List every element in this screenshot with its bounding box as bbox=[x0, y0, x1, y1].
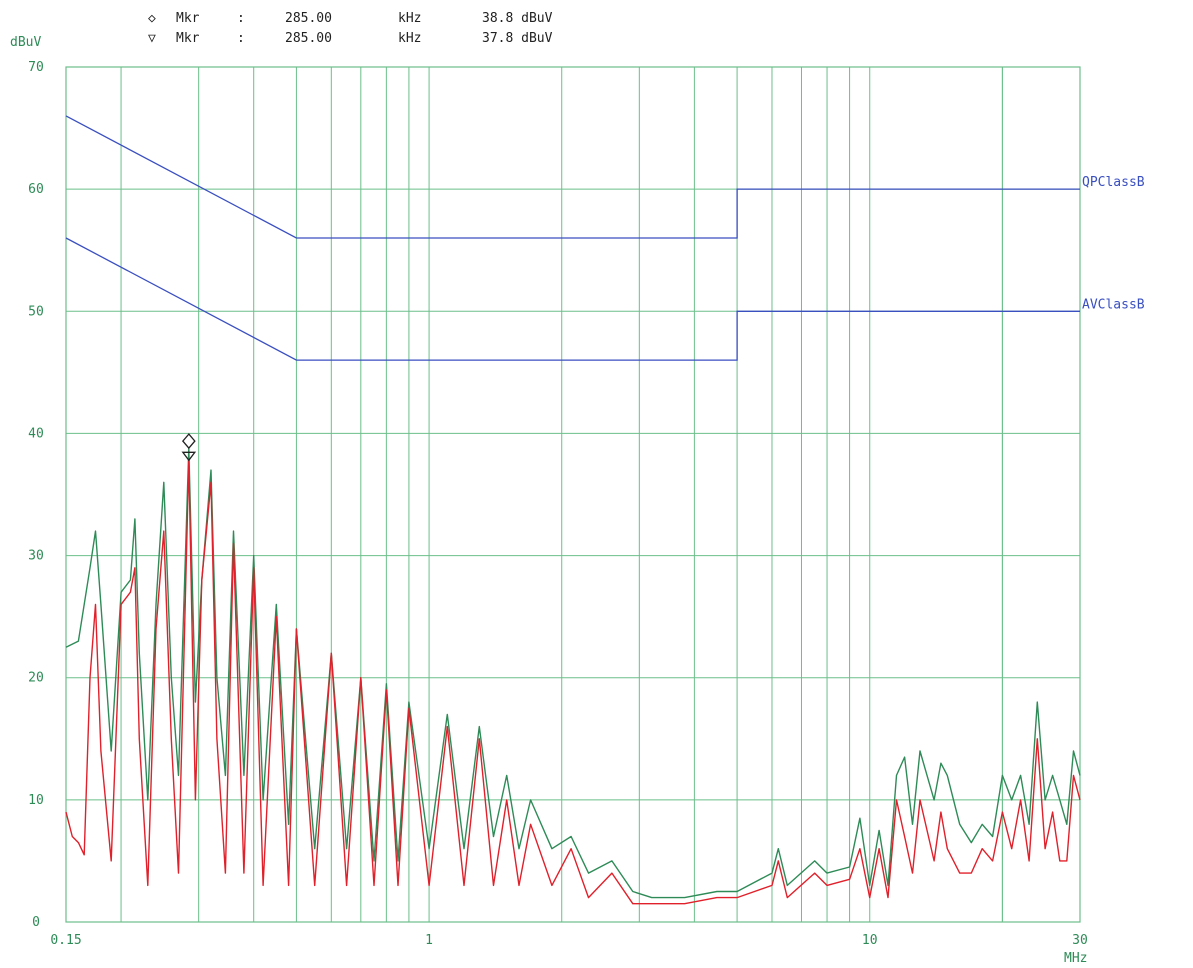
x-tick-label: 0.15 bbox=[50, 933, 81, 948]
marker-2-label: Mkr bbox=[176, 31, 200, 46]
limit-label-QPClassB: QPClassB bbox=[1082, 175, 1145, 190]
marker-1-symbol: ◇ bbox=[148, 11, 156, 26]
limit-line-AVClassB bbox=[65, 237, 1080, 361]
y-tick-label: 30 bbox=[28, 549, 44, 564]
y-tick-label: 10 bbox=[28, 793, 44, 808]
x-tick-label: 1 bbox=[425, 933, 433, 948]
marker-2-freq: 285.00 bbox=[285, 31, 332, 46]
trace-qp bbox=[65, 447, 1081, 899]
marker-diamond-icon bbox=[181, 433, 196, 450]
grid bbox=[65, 66, 1081, 923]
marker-readout: ◇ Mkr : 285.00 kHz 38.8 dBuV ▽ Mkr : 285… bbox=[148, 11, 553, 46]
y-tick-label: 40 bbox=[28, 426, 44, 441]
trace-markers bbox=[181, 433, 197, 462]
axis-ticks: 0 10 20 30 40 50 60 70 0.15 1 10 30 bbox=[28, 60, 1088, 948]
x-axis-unit: MHz bbox=[1064, 951, 1087, 966]
measurement-traces bbox=[65, 447, 1081, 905]
marker-2-symbol: ▽ bbox=[148, 31, 156, 46]
marker-1-freq-unit: kHz bbox=[398, 11, 421, 26]
y-tick-label: 20 bbox=[28, 671, 44, 686]
limit-label-AVClassB: AVClassB bbox=[1082, 297, 1145, 312]
marker-1-freq: 285.00 bbox=[285, 11, 332, 26]
y-axis-label: dBuV bbox=[10, 35, 41, 50]
y-tick-label: 60 bbox=[28, 182, 44, 197]
marker-2-sep: : bbox=[237, 31, 245, 46]
x-tick-label: 30 bbox=[1072, 933, 1088, 948]
y-tick-label: 50 bbox=[28, 304, 44, 319]
marker-triangle-icon bbox=[181, 451, 197, 462]
marker-1-level: 38.8 dBuV bbox=[482, 11, 553, 26]
plot-frame bbox=[65, 66, 1081, 923]
trace-av bbox=[65, 459, 1081, 905]
marker-1-label: Mkr bbox=[176, 11, 200, 26]
y-tick-label: 70 bbox=[28, 60, 44, 75]
limit-lines: QPClassB AVClassB bbox=[65, 115, 1145, 361]
marker-2-freq-unit: kHz bbox=[398, 31, 421, 46]
limit-line-QPClassB bbox=[65, 115, 1080, 239]
marker-1-sep: : bbox=[237, 11, 245, 26]
y-tick-label: 0 bbox=[32, 915, 40, 930]
marker-2-level: 37.8 dBuV bbox=[482, 31, 553, 46]
x-tick-label: 10 bbox=[862, 933, 878, 948]
